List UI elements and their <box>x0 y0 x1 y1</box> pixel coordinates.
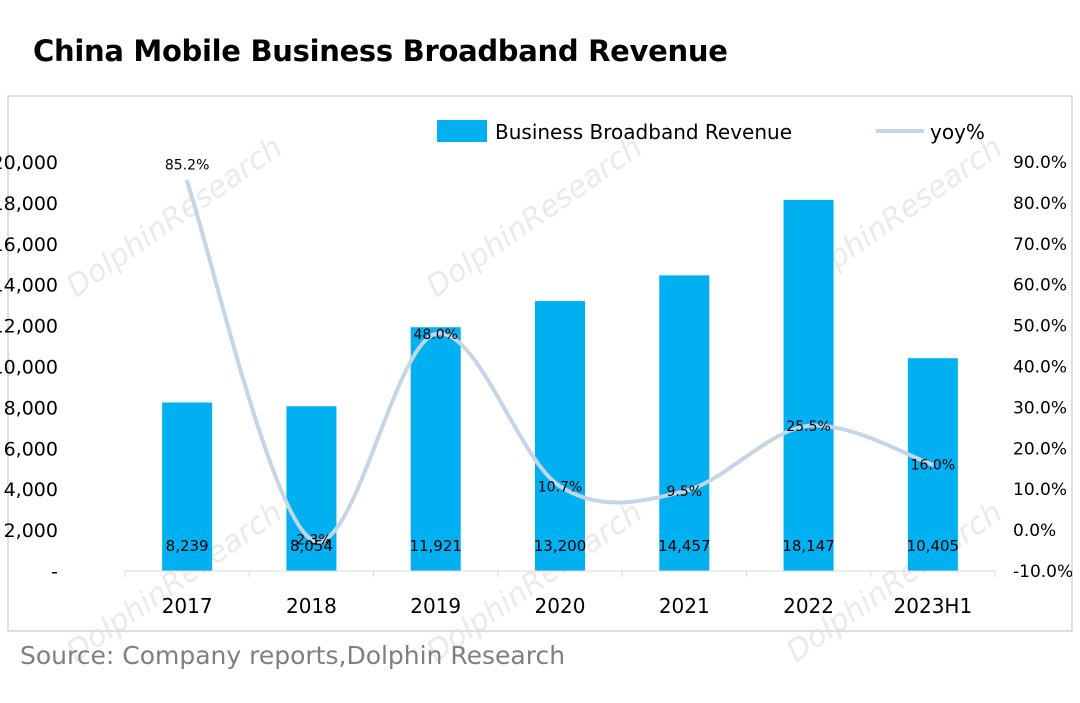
legend: Business Broadband Revenue yoy% <box>437 120 985 144</box>
right-y-tick-label: 20.0% <box>1013 439 1067 459</box>
left-y-tick-label: 6,000 <box>4 438 58 460</box>
x-tick-label: 2018 <box>286 594 337 618</box>
right-y-tick-label: -10.0% <box>1013 562 1073 582</box>
right-y-tick-label: 40.0% <box>1013 358 1067 378</box>
bar-value-label: 14,457 <box>658 537 711 555</box>
right-y-axis: -10.0% 0.0% 10.0% 20.0% 30.0% 40.0% 50.0% 60.0%… <box>1013 153 1073 582</box>
left-y-tick-label: 10,000 <box>0 357 58 379</box>
left-y-tick-label: 14,000 <box>0 275 58 297</box>
right-y-tick-label: 60.0% <box>1013 276 1067 296</box>
bar-series <box>162 199 958 571</box>
chart-title: China Mobile Business Broadband Revenue <box>33 34 728 68</box>
bar-value-label: 10,405 <box>907 537 960 555</box>
yoy-value-label: 85.2% <box>165 158 209 174</box>
x-tick-label: 2021 <box>659 594 710 618</box>
x-tick-label: 2019 <box>410 594 461 618</box>
x-axis: 2017 2018 2019 2020 2021 2022 2023H1 <box>124 570 996 618</box>
watermark-1: DolphinResearch <box>420 130 649 305</box>
left-y-tick-label: 2,000 <box>4 520 58 542</box>
right-y-tick-label: 90.0% <box>1013 153 1067 173</box>
bar-2017 <box>162 402 213 571</box>
left-y-tick-label: 18,000 <box>0 193 58 215</box>
legend-bar-label: Business Broadband Revenue <box>495 120 792 144</box>
plot-frame <box>7 95 1073 632</box>
bar-value-label: 8,239 <box>166 537 209 555</box>
x-tick-label: 2020 <box>535 594 586 618</box>
left-y-axis: - 2,000 4,000 6,000 8,000 10,000 12,000 14,000 1… <box>0 152 58 583</box>
bar-2022 <box>783 199 834 571</box>
yoy-value-label: 9.5% <box>666 484 702 500</box>
left-y-tick-label: - <box>51 561 58 583</box>
yoy-value-label: -2.3% <box>291 533 332 549</box>
left-y-tick-label: 20,000 <box>0 152 58 174</box>
legend-line-label: yoy% <box>930 120 985 144</box>
bar-value-label: 13,200 <box>534 537 587 555</box>
bar-value-label: 18,147 <box>782 537 835 555</box>
x-tick-label: 2017 <box>162 594 213 618</box>
bar-2020 <box>535 301 585 571</box>
right-y-tick-label: 50.0% <box>1013 317 1067 337</box>
right-y-tick-label: 0.0% <box>1013 521 1056 541</box>
yoy-line-series <box>185 179 935 544</box>
bar-value-label: 8,054 <box>290 537 333 555</box>
left-y-tick-label: 12,000 <box>0 316 58 338</box>
x-tick-label: 2023H1 <box>894 594 973 618</box>
left-y-tick-label: 16,000 <box>0 234 58 256</box>
bar-data-labels: 8,239 8,054 11,921 13,200 14,457 18,147 10,405 <box>166 537 959 555</box>
right-y-tick-label: 30.0% <box>1013 398 1067 418</box>
watermark-layer: DolphinResearch DolphinResearch DolphinRes… <box>60 130 1009 670</box>
legend-bar-swatch <box>437 120 487 142</box>
right-y-tick-label: 10.0% <box>1013 480 1067 500</box>
yoy-value-label: 10.7% <box>538 479 582 495</box>
left-y-tick-label: 4,000 <box>4 479 58 501</box>
x-tick-label: 2022 <box>783 594 834 618</box>
left-y-tick-label: 8,000 <box>4 397 58 419</box>
bar-2021 <box>659 275 710 571</box>
yoy-line <box>185 179 935 544</box>
right-y-tick-label: 80.0% <box>1013 194 1067 214</box>
right-y-tick-label: 70.0% <box>1013 235 1067 255</box>
yoy-value-label: 25.5% <box>786 419 830 435</box>
yoy-value-label: 16.0% <box>911 458 955 474</box>
bar-2019 <box>410 327 461 571</box>
watermark-0: DolphinResearch <box>60 130 289 305</box>
yoy-value-label: 48.0% <box>413 327 457 343</box>
yoy-data-labels: 85.2% -2.3% 48.0% 10.7% 9.5% 25.5% 16.0% <box>165 158 955 549</box>
bar-2018 <box>286 406 337 571</box>
bar-value-label: 11,921 <box>409 537 462 555</box>
source-note: Source: Company reports,Dolphin Research <box>20 641 566 670</box>
